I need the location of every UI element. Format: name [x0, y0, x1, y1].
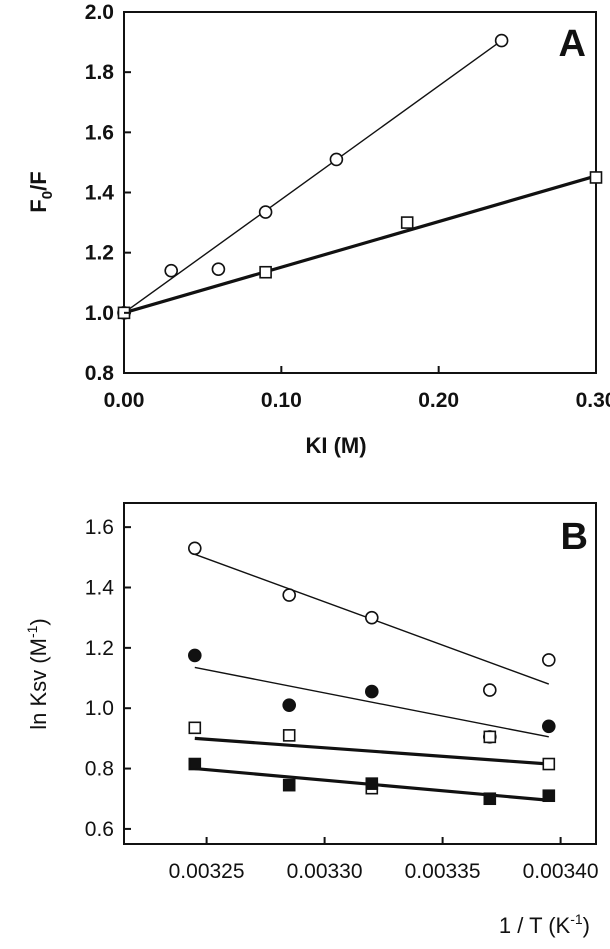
panel-b-y-title-superscript: -1 — [24, 625, 40, 638]
y-tick-label: 0.6 — [85, 818, 114, 841]
series-2-point — [188, 648, 202, 663]
panel-a-y-title-tail: /F — [26, 171, 51, 191]
x-tick-label: 0.00335 — [405, 860, 481, 883]
series-1-point — [329, 152, 344, 167]
series-1-point — [258, 205, 273, 219]
y-tick-label: 1.6 — [85, 121, 114, 144]
panel-b-y-ticks: 0.6 0.8 1.0 1.2 1.4 1.6 — [85, 516, 131, 841]
series-1-point — [494, 33, 509, 48]
series-2-point — [282, 698, 297, 712]
y-tick-label: 1.2 — [85, 242, 114, 265]
series-1-point — [482, 683, 497, 697]
series-2-fit-line — [194, 666, 549, 738]
series-1-fit-line — [123, 40, 503, 314]
y-tick-label: 1.4 — [85, 182, 115, 205]
y-tick-label: 0.8 — [85, 758, 114, 781]
panel-b-x-axis-title: 1 / T (K-1) — [499, 911, 590, 938]
series-1-point — [541, 653, 556, 667]
x-tick-label: 0.30 — [576, 389, 610, 412]
panel-a-y-title-subscript: 0 — [39, 191, 56, 199]
series-1-point — [164, 263, 178, 278]
y-tick-label: 1.8 — [85, 61, 115, 84]
panel-b-x-title-tail: ) — [583, 913, 590, 938]
series-2-point — [589, 171, 603, 184]
panel-a: 0.00 0.10 0.20 0.30 0.8 1.0 1.2 1.4 1.6 1.8 2.0 A… — [26, 1, 610, 458]
series-2-point — [400, 216, 414, 229]
series-2-point — [364, 684, 379, 699]
series-3-point — [483, 730, 497, 744]
panel-a-data-points — [117, 33, 603, 320]
series-1-point — [188, 541, 202, 556]
series-1-point — [364, 610, 379, 625]
panel-b-y-axis-title: ln Ksv (M-1) — [24, 618, 51, 729]
series-1-point — [282, 588, 297, 602]
x-tick-label: 0.00330 — [287, 860, 363, 883]
y-tick-label: 1.4 — [85, 576, 115, 599]
panel-b-letter: B — [561, 516, 588, 558]
x-tick-label: 0.00 — [104, 389, 145, 412]
series-1-point — [211, 262, 226, 277]
y-tick-label: 1.0 — [85, 302, 114, 325]
panel-b-data-points — [188, 541, 556, 806]
panel-a-x-ticks: 0.00 0.10 0.20 0.30 — [104, 366, 610, 412]
series-3-point — [542, 757, 556, 771]
series-2-point — [541, 719, 556, 734]
panel-b-x-title-superscript: -1 — [570, 911, 583, 927]
panel-a-letter: A — [559, 23, 586, 65]
x-tick-label: 0.20 — [418, 389, 459, 412]
x-tick-label: 0.00340 — [523, 860, 599, 883]
panel-a-x-axis-title: KI (M) — [305, 433, 366, 458]
y-tick-label: 1.6 — [85, 516, 114, 539]
series-3-fit-line — [194, 736, 549, 766]
panel-a-y-ticks: 0.8 1.0 1.2 1.4 1.6 1.8 2.0 — [85, 1, 131, 385]
series-4-point — [365, 777, 379, 790]
series-4-point — [282, 778, 296, 792]
x-tick-label: 0.10 — [261, 389, 302, 412]
panel-b-plot-area — [123, 502, 597, 845]
panel-a-y-axis-title: F0/F — [26, 171, 56, 212]
panel-b: 0.00325 0.00330 0.00335 0.00340 0.6 0.8 1.0 1.… — [24, 502, 599, 938]
panel-a-plot-area — [123, 11, 597, 374]
panel-b-y-title-main: ln Ksv (M — [26, 638, 51, 730]
panel-b-y-title-tail: ) — [26, 618, 51, 625]
panel-a-y-title-main: F — [26, 199, 51, 212]
series-2-point — [259, 265, 272, 279]
series-3-point — [282, 729, 296, 742]
y-tick-label: 2.0 — [85, 1, 114, 24]
series-3-point — [188, 721, 202, 735]
series-4-point — [483, 792, 497, 806]
y-tick-label: 1.0 — [85, 697, 114, 720]
series-4-point — [188, 757, 202, 771]
panel-b-x-ticks: 0.00325 0.00330 0.00335 0.00340 — [169, 837, 599, 883]
panel-b-x-title-main: 1 / T (K — [499, 913, 571, 938]
panel-a-fit-lines — [123, 40, 597, 315]
x-tick-label: 0.00325 — [169, 860, 245, 883]
series-2-fit-line — [123, 174, 597, 315]
series-4-point — [542, 789, 556, 803]
y-tick-label: 0.8 — [85, 362, 115, 385]
y-tick-label: 1.2 — [85, 637, 114, 660]
panel-b-fit-lines — [194, 553, 550, 802]
